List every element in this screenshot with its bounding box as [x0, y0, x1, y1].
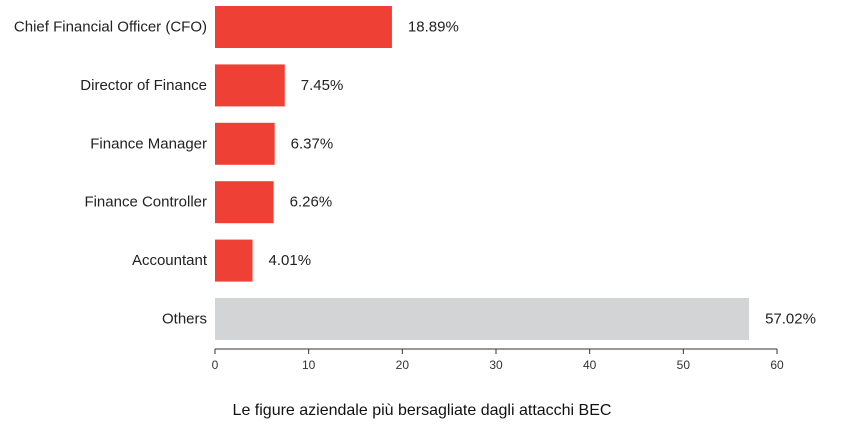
bar [215, 64, 285, 107]
bars-group [215, 6, 750, 340]
category-label: Finance Controller [84, 194, 207, 211]
category-label: Others [162, 311, 207, 328]
value-labels: 18.89% 7.45% 6.37% 6.26% 4.01% 57.02% [269, 19, 816, 328]
value-label: 57.02% [765, 311, 816, 328]
bar [215, 181, 274, 224]
value-label: 4.01% [269, 252, 312, 269]
value-label: 18.89% [408, 19, 459, 36]
bar [215, 239, 253, 282]
category-label: Chief Financial Officer (CFO) [14, 19, 207, 36]
category-label: Accountant [132, 252, 208, 269]
x-axis-ticks: 0 10 20 30 40 50 60 [212, 349, 784, 372]
value-label: 6.37% [291, 135, 334, 152]
x-tick-label: 50 [677, 358, 691, 372]
bar [215, 6, 392, 48]
x-tick-label: 30 [489, 358, 503, 372]
category-label: Finance Manager [90, 135, 207, 152]
bar-chart: Chief Financial Officer (CFO) Director of… [14, 6, 816, 372]
x-tick-label: 10 [302, 358, 316, 372]
category-labels: Chief Financial Officer (CFO) Director of… [14, 19, 208, 328]
x-tick-label: 20 [396, 358, 410, 372]
category-label: Director of Finance [80, 77, 207, 94]
x-tick-label: 40 [583, 358, 597, 372]
value-label: 7.45% [301, 77, 344, 94]
x-tick-label: 60 [770, 358, 784, 372]
chart-caption: Le figure aziendale più bersagliate dagl… [232, 402, 612, 419]
bar [215, 298, 750, 340]
x-tick-label: 0 [212, 358, 219, 372]
bar [215, 122, 275, 165]
value-label: 6.26% [290, 194, 333, 211]
